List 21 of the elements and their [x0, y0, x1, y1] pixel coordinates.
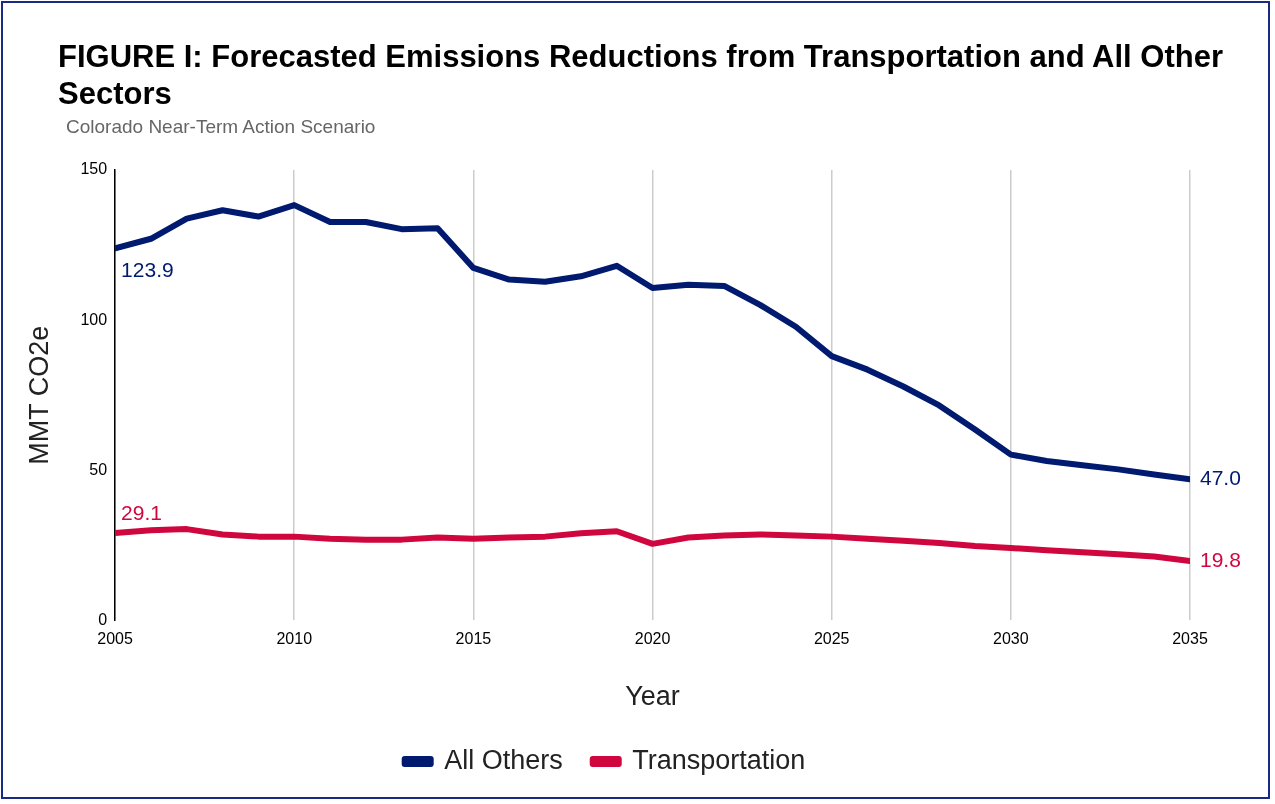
data-label: 19.8	[1200, 547, 1241, 571]
y-axis-title: MMT CO2e	[23, 325, 54, 465]
x-tick-label: 2020	[634, 630, 671, 648]
data-label: 47.0	[1200, 466, 1241, 490]
legend-label: All Others	[444, 744, 563, 775]
x-tick-label: 2025	[813, 630, 850, 648]
y-tick-label: 100	[80, 310, 108, 328]
x-tick-label: 2010	[276, 630, 313, 648]
x-tick-label: 2035	[1172, 630, 1208, 648]
legend-label: Transportation	[632, 744, 806, 775]
data-label: 123.9	[121, 257, 174, 281]
data-label: 29.1	[121, 501, 162, 525]
chart-title: FIGURE I: Forecasted Emissions Reductions from Transportation and All Other Sectors	[58, 38, 1224, 112]
y-tick-label: 50	[89, 460, 108, 478]
x-tick-label: 2015	[455, 630, 492, 648]
x-tick-label: 2005	[97, 630, 133, 648]
x-axis-title: Year	[625, 681, 680, 712]
y-tick-label: 150	[80, 160, 108, 178]
x-tick-label: 2030	[993, 630, 1029, 648]
y-tick-label: 0	[98, 610, 108, 628]
chart-subtitle: Colorado Near-Term Action Scenario	[66, 116, 376, 138]
